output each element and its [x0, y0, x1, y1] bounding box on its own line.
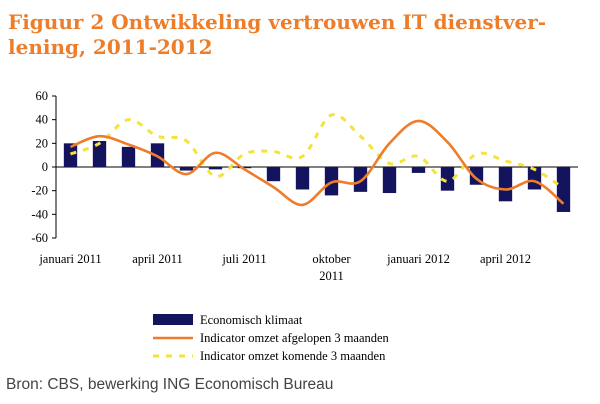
y-axis-ticks: 60 40 20 0 -20 -40 -60: [31, 89, 56, 245]
bar-economisch-klimaat: [556, 167, 571, 212]
y-tick-label: -40: [31, 207, 48, 221]
x-tick-label: april 2012: [480, 252, 531, 266]
legend-label: Economisch klimaat: [200, 313, 303, 327]
bar-series: [63, 140, 571, 212]
bar-economisch-klimaat: [382, 167, 397, 194]
bar-economisch-klimaat: [121, 146, 136, 167]
x-tick-label: januari 2012: [386, 252, 450, 266]
bar-economisch-klimaat: [266, 167, 281, 182]
bar-economisch-klimaat: [411, 167, 426, 173]
bar-economisch-klimaat: [237, 167, 252, 169]
bar-economisch-klimaat: [440, 167, 455, 191]
bar-economisch-klimaat: [353, 167, 368, 192]
line-series: [69, 113, 565, 207]
y-tick-label: -20: [31, 184, 48, 198]
y-tick-label: 60: [36, 89, 49, 103]
x-tick-label: april 2011: [132, 252, 183, 266]
legend-label: Indicator omzet afgelopen 3 maanden: [200, 331, 390, 345]
x-tick-label: juli 2011: [221, 252, 266, 266]
bar-economisch-klimaat: [63, 143, 78, 167]
bar-economisch-klimaat: [295, 167, 310, 190]
line-omzet-afgelopen: [69, 119, 565, 207]
source-note: Bron: CBS, bewerking ING Economisch Bure…: [6, 376, 334, 393]
page-title: Figuur 2 Ontwikkeling vertrouwen IT dien…: [8, 10, 547, 59]
bar-economisch-klimaat: [498, 167, 513, 202]
bar-economisch-klimaat: [179, 167, 194, 171]
y-tick-label: -60: [31, 231, 48, 245]
x-tick-label: oktober: [312, 252, 351, 266]
y-tick-label: 40: [36, 113, 49, 127]
bar-economisch-klimaat: [92, 140, 107, 167]
legend: Economisch klimaat Indicator omzet afgelo…: [153, 313, 390, 363]
y-tick-label: 0: [42, 160, 48, 174]
x-tick-label: 2011: [319, 269, 344, 283]
legend-swatch-bar: [153, 314, 193, 325]
x-tick-label: januari 2011: [38, 252, 101, 266]
legend-label: Indicator omzet komende 3 maanden: [200, 349, 386, 363]
bar-economisch-klimaat: [208, 167, 223, 170]
line-omzet-komende: [69, 113, 565, 190]
y-tick-label: 20: [36, 136, 49, 150]
x-axis-ticks: januari 2011 april 2011 juli 2011 oktober 20…: [38, 252, 531, 283]
